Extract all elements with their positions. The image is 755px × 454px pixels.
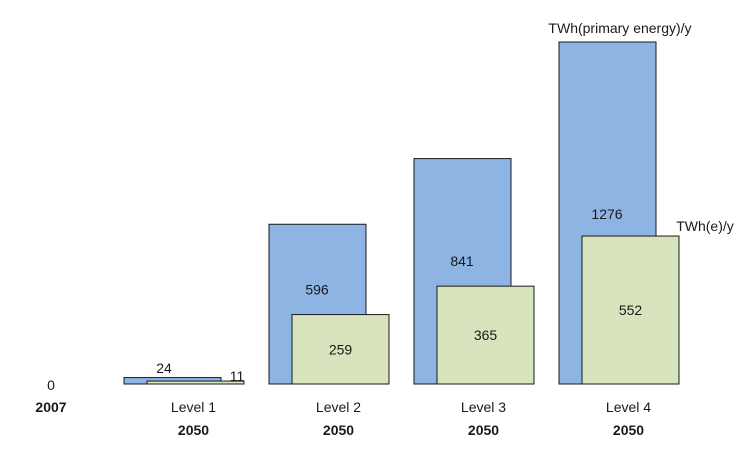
series-name-secondary: TWh(e)/y <box>676 218 734 234</box>
year-label-2: 2050 <box>323 422 354 438</box>
value-label-primary-0: 0 <box>47 377 55 393</box>
value-label-primary-2: 596 <box>305 282 329 298</box>
bar-secondary-1 <box>146 380 245 385</box>
value-label-secondary-4: 552 <box>619 302 643 318</box>
category-label-3: Level 3 <box>461 399 506 415</box>
series-name-primary: TWh(primary energy)/y <box>548 20 691 36</box>
value-label-primary-4: 1276 <box>591 206 622 222</box>
value-label-secondary-3: 365 <box>474 327 498 343</box>
year-label-1: 2050 <box>178 422 209 438</box>
category-label-4: Level 4 <box>606 399 651 415</box>
category-label-1: Level 1 <box>171 399 216 415</box>
year-label-0: 2007 <box>35 399 66 415</box>
category-label-2: Level 2 <box>316 399 361 415</box>
bar-secondary-2 <box>291 314 390 385</box>
bar-secondary-3 <box>436 285 535 385</box>
value-label-secondary-2: 259 <box>329 341 353 357</box>
labels-layer: 0 2007 24 11 Level 1 2050 596 259 Level 2 2050 841… <box>35 20 733 438</box>
value-label-primary-3: 841 <box>450 253 474 269</box>
value-label-primary-1: 24 <box>156 360 172 376</box>
value-label-secondary-1: 11 <box>230 368 245 384</box>
bars-layer <box>123 41 680 385</box>
year-label-3: 2050 <box>468 422 499 438</box>
year-label-4: 2050 <box>613 422 644 438</box>
bar-secondary-4 <box>581 235 680 385</box>
